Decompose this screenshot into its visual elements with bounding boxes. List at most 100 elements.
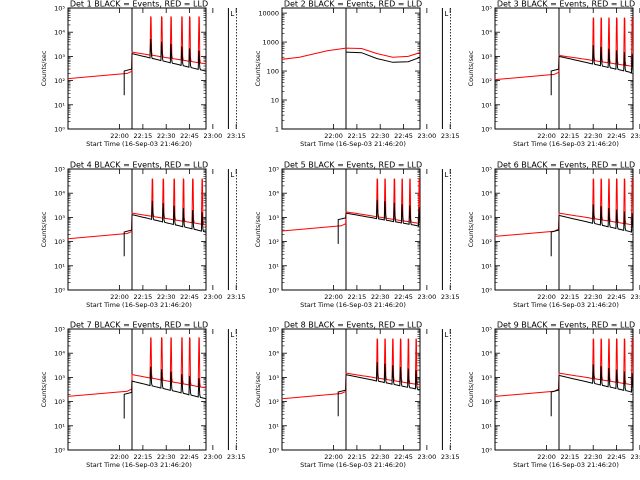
x-tick-label: 22:30 — [371, 293, 390, 301]
plot-frame — [281, 168, 421, 291]
plot-area — [282, 47, 420, 63]
lld-series-line — [495, 178, 633, 237]
y-tick-label: 10² — [268, 398, 279, 406]
x-tick-label: 22:00 — [324, 132, 343, 140]
x-tick-label: 22:15 — [561, 293, 580, 301]
x-axis-label: Start Time (16-Sep-03 21:46:20) — [300, 461, 406, 469]
y-tick-label: 10⁵ — [481, 166, 492, 174]
plot-frame — [281, 328, 421, 451]
x-axis-label: Start Time (16-Sep-03 21:46:20) — [513, 461, 619, 469]
plot-area — [68, 178, 206, 257]
x-tick-label: 23:15 — [441, 293, 460, 301]
x-tick-label: 22:00 — [537, 132, 556, 140]
y-tick-label: 10⁴ — [481, 29, 492, 37]
y-tick-label: 10¹ — [268, 262, 279, 270]
x-tick-label: 23:00 — [417, 453, 436, 461]
x-tick-label: 23:00 — [203, 453, 222, 461]
x-tick-label: 22:30 — [157, 453, 176, 461]
y-axis-label: Counts/sec — [467, 50, 475, 86]
plot-area — [282, 178, 420, 244]
x-tick-label: 22:00 — [324, 453, 343, 461]
x-axis-label: Start Time (16-Sep-03 21:46:20) — [513, 140, 619, 148]
y-tick-label: 10⁵ — [54, 166, 65, 174]
legend-marker-l: L — [230, 10, 234, 18]
x-tick-label: 22:30 — [371, 453, 390, 461]
y-tick-label: 10³ — [54, 214, 65, 222]
plot-area — [282, 338, 420, 417]
x-tick-label: 23:15 — [227, 453, 246, 461]
y-tick-label: 10⁰ — [268, 447, 279, 455]
x-tick-label: 23:15 — [227, 293, 246, 301]
x-tick-label: 23:00 — [203, 293, 222, 301]
y-tick-label: 10² — [268, 238, 279, 246]
y-tick-label: 10000 — [258, 10, 279, 18]
x-tick-label: 23:15 — [441, 453, 460, 461]
y-tick-label: 10³ — [54, 53, 65, 61]
x-tick-label: 23:00 — [630, 293, 640, 301]
x-tick-label: 22:15 — [134, 453, 153, 461]
x-tick-label: 23:00 — [417, 293, 436, 301]
events-series-line — [550, 204, 633, 257]
y-axis-label: Counts/sec — [254, 50, 262, 86]
x-tick-label: 22:45 — [180, 132, 199, 140]
x-tick-label: 22:45 — [607, 453, 626, 461]
lld-series-line — [68, 16, 206, 80]
x-tick-label: 22:15 — [134, 132, 153, 140]
x-tick-label: 22:30 — [584, 132, 603, 140]
y-tick-label: 10⁴ — [54, 190, 65, 198]
chart-title: Det 6 BLACK = Events, RED = LLD — [497, 161, 635, 170]
chart-title: Det 8 BLACK = Events, RED = LLD — [284, 321, 422, 330]
panel-det-5: Det 5 BLACK = Events, RED = LLD 10⁰ 10¹ 10²… — [254, 161, 460, 310]
y-tick-label: 10⁰ — [54, 447, 65, 455]
y-tick-label: 10⁵ — [54, 5, 65, 13]
y-tick-label: 10⁴ — [268, 350, 279, 358]
legend-marker-l: L — [230, 171, 234, 179]
panel-det-4: Det 4 BLACK = Events, RED = LLD 10⁰ 10¹ 10²… — [40, 161, 246, 310]
y-tick-label: 10³ — [268, 374, 279, 382]
panel-det-7: Det 7 BLACK = Events, RED = LLD 10⁰ 10¹ 10²… — [40, 321, 246, 470]
y-tick-label: 10³ — [268, 214, 279, 222]
plot-area — [68, 337, 206, 419]
y-tick-label: 10¹ — [481, 101, 492, 109]
x-tick-label: 22:15 — [561, 132, 580, 140]
y-tick-label: 10² — [54, 238, 65, 246]
y-tick-label: 10¹ — [268, 422, 279, 430]
y-tick-label: 10⁴ — [481, 350, 492, 358]
x-axis-label: Start Time (16-Sep-03 21:46:20) — [300, 140, 406, 148]
y-tick-label: 10¹ — [54, 101, 65, 109]
legend-marker-l: L — [230, 331, 234, 339]
x-axis-label: Start Time (16-Sep-03 21:46:20) — [513, 301, 619, 309]
lld-series-line — [495, 17, 633, 81]
y-tick-label: 10⁰ — [481, 447, 492, 455]
events-series-line — [123, 200, 206, 257]
y-tick-label: 10⁴ — [268, 190, 279, 198]
x-tick-label: 22:45 — [180, 453, 199, 461]
plot-frame — [494, 328, 634, 451]
y-tick-label: 100 — [267, 68, 279, 76]
events-series-line — [337, 199, 420, 244]
x-tick-label: 22:45 — [607, 293, 626, 301]
chart-title: Det 1 BLACK = Events, RED = LLD — [70, 0, 208, 9]
y-tick-label: 10³ — [54, 374, 65, 382]
y-tick-label: 10⁰ — [54, 287, 65, 295]
x-tick-label: 22:30 — [584, 453, 603, 461]
lld-series-line — [495, 338, 633, 397]
x-tick-label: 22:30 — [157, 132, 176, 140]
chart-title: Det 2 BLACK = Events, RED = LLD — [284, 0, 422, 9]
panel-det-6: Det 6 BLACK = Events, RED = LLD 10⁰ 10¹ 10²… — [467, 161, 640, 309]
y-tick-label: 10 — [271, 97, 279, 105]
lld-series-line — [282, 178, 420, 232]
x-tick-label: 23:00 — [203, 132, 222, 140]
y-tick-label: 10⁰ — [268, 287, 279, 295]
y-tick-label: 10⁵ — [268, 326, 279, 334]
x-tick-label: 22:45 — [180, 293, 199, 301]
y-axis-label: Counts/sec — [40, 371, 48, 407]
x-tick-label: 22:30 — [371, 132, 390, 140]
x-tick-label: 22:00 — [324, 293, 343, 301]
y-axis-label: Counts/sec — [254, 371, 262, 407]
x-tick-label: 22:45 — [394, 453, 413, 461]
y-tick-label: 10² — [54, 398, 65, 406]
x-axis-label: Start Time (16-Sep-03 21:46:20) — [86, 461, 192, 469]
x-axis-label: Start Time (16-Sep-03 21:46:20) — [86, 140, 192, 148]
